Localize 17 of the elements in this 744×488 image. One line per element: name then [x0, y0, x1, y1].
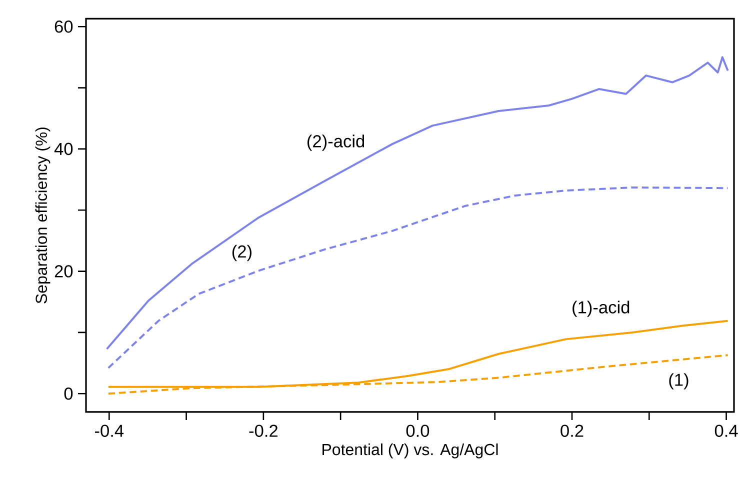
x-tick-label: 0.4 — [714, 424, 738, 437]
series-label: (1)-acid — [572, 300, 630, 317]
y-tick-label: 60 — [54, 20, 73, 33]
y-axis-title: Separation efficiency (%) — [35, 128, 50, 304]
y-tick-label: 20 — [54, 265, 73, 278]
series-label: (2)-acid — [307, 134, 364, 151]
x-tick-label: -0.4 — [94, 424, 124, 437]
line-series — [107, 186, 729, 369]
y-tick-label: 0 — [64, 387, 73, 400]
y-tick-label: 40 — [54, 142, 73, 156]
x-axis-title: Potential (V) vs. Ag/AgCl — [322, 443, 498, 458]
series-label: (2) — [232, 244, 252, 262]
line-series — [106, 56, 729, 350]
series-label: (1) — [669, 373, 688, 390]
x-tick-label: 0.2 — [560, 424, 584, 437]
x-tick-label: -0.2 — [249, 424, 278, 437]
x-tick-label: 0.0 — [406, 424, 430, 437]
